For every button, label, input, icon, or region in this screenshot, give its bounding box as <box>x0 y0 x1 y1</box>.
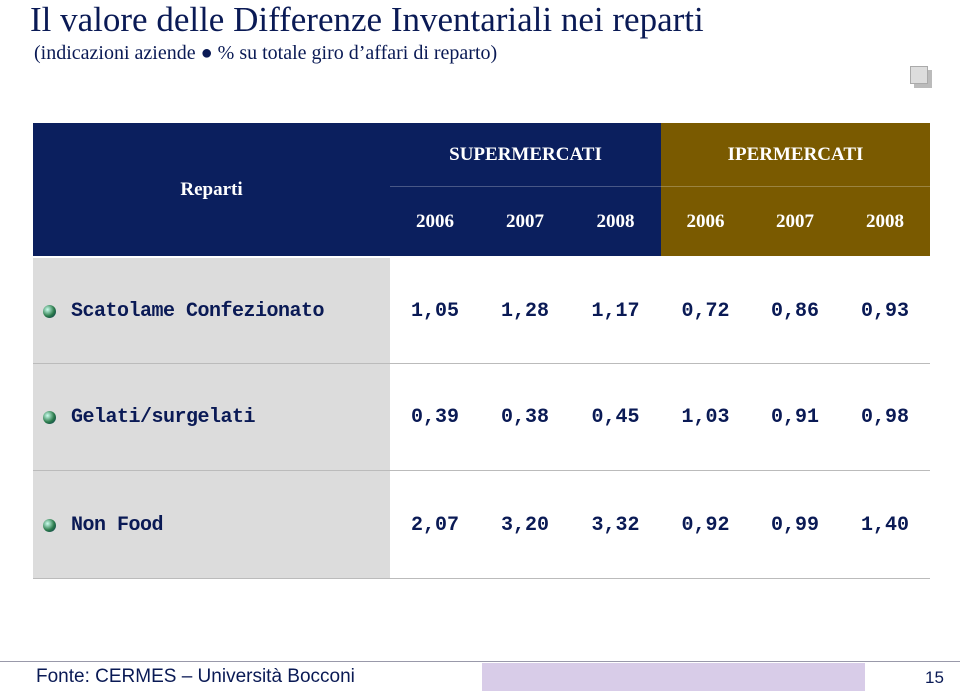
row-label: Gelati/surgelati <box>33 364 390 471</box>
value-cell: 3,20 <box>500 513 549 537</box>
value-cell: 0,72 <box>681 299 730 323</box>
year-header: 2007 <box>506 210 544 232</box>
bullet <box>43 518 56 532</box>
bullet <box>43 411 56 424</box>
row-label: Non Food <box>33 471 390 579</box>
year-header: 2008 <box>596 210 635 232</box>
page-number: 15 <box>925 668 944 687</box>
decoration <box>910 66 928 84</box>
footer-source: Fonte: CERMES – Università Bocconi <box>36 666 355 687</box>
label-bg <box>33 258 390 364</box>
label-bg <box>33 364 390 471</box>
value-cell: 0,86 <box>770 299 819 323</box>
value-cell: 0,38 <box>500 406 549 429</box>
row-line <box>33 578 930 579</box>
year-header: 2006 <box>416 210 454 232</box>
value-cell: 2,07 <box>410 513 459 537</box>
year-header: 2008 <box>866 210 904 232</box>
value-cell: 1,28 <box>500 299 549 323</box>
bullet <box>43 304 56 318</box>
group-header: SUPERMERCATI <box>390 123 661 187</box>
footer-band <box>482 663 865 691</box>
row-header: Reparti <box>180 178 243 200</box>
group-header: IPERMERCATI <box>661 123 930 187</box>
value-cell: 0,39 <box>410 406 459 429</box>
value-cell: 0,91 <box>770 406 819 429</box>
label-bg <box>33 471 390 579</box>
row-line <box>33 470 930 471</box>
value-cell: 0,45 <box>591 406 640 429</box>
footer-line <box>0 661 960 662</box>
title: Il valore delle Differenze Inventariali … <box>30 0 704 39</box>
row-label: Scatolame Confezionato <box>33 258 390 364</box>
value-cell: 3,32 <box>591 513 640 537</box>
row-line <box>33 363 930 364</box>
value-cell: 0,98 <box>860 406 909 429</box>
header-bg <box>661 123 930 256</box>
header-bg <box>33 123 661 256</box>
year-header: 2007 <box>776 210 814 232</box>
value-cell: 0,92 <box>681 513 730 537</box>
value-cell: 1,17 <box>591 299 640 323</box>
value-cell: 1,05 <box>410 299 459 323</box>
year-header: 2006 <box>686 210 725 232</box>
subtitle: (indicazioni aziende ● % su totale giro … <box>34 42 498 64</box>
value-cell: 1,40 <box>860 513 909 537</box>
value-cell: 1,03 <box>681 406 730 429</box>
value-cell: 0,93 <box>860 299 909 323</box>
value-cell: 0,99 <box>770 513 819 537</box>
